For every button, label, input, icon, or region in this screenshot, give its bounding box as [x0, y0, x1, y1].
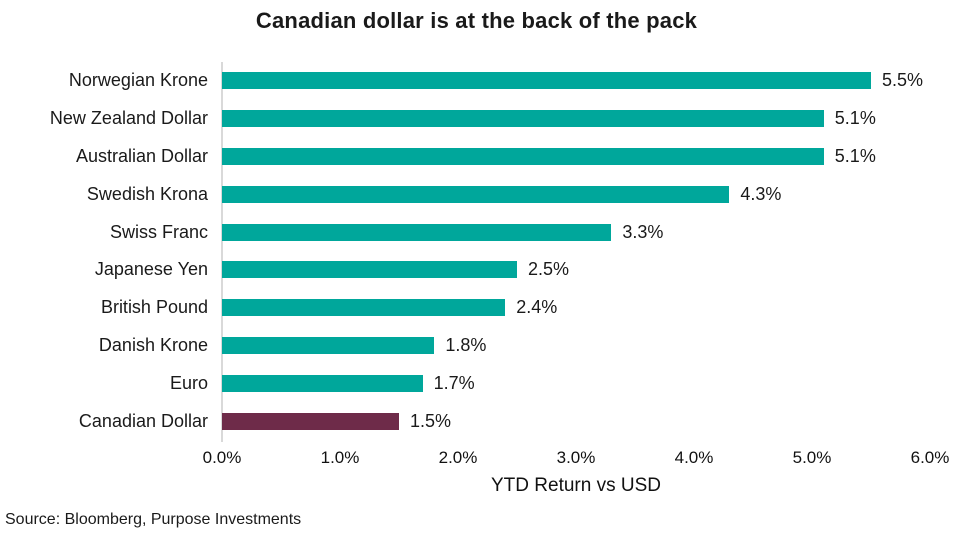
x-axis-label: YTD Return vs USD [491, 475, 661, 496]
bar-row: Norwegian Krone 5.5% [0, 62, 953, 100]
value-label: 3.3% [622, 221, 664, 242]
y-axis-line [221, 62, 223, 442]
bar-track: 1.5% [222, 402, 953, 440]
category-label: Australian Dollar [75, 145, 208, 166]
category-label: Japanese Yen [94, 259, 208, 280]
x-tick-label: 1.0% [320, 448, 360, 467]
bar-track: 4.3% [222, 175, 953, 213]
bar [222, 223, 612, 241]
bar-track: 3.3% [222, 213, 953, 251]
bar [222, 336, 435, 354]
category-label: Euro [169, 372, 208, 393]
bar-row: New Zealand Dollar 5.1% [0, 100, 953, 138]
bar-track: 1.7% [222, 364, 953, 402]
value-label: 5.5% [882, 70, 924, 91]
x-tick-label: 3.0% [556, 448, 596, 467]
bar-row: Swiss Franc 3.3% [0, 213, 953, 251]
bar [222, 412, 399, 430]
bar-track: 5.5% [222, 62, 953, 100]
bar-track: 2.5% [222, 251, 953, 289]
bar-row: British Pound 2.4% [0, 289, 953, 327]
x-tick-label: 2.0% [438, 448, 478, 467]
source-note: Source: Bloomberg, Purpose Investments [5, 511, 302, 528]
x-tick-label: 0.0% [202, 448, 242, 467]
bar-row: Australian Dollar 5.1% [0, 138, 953, 176]
bar-track: 1.8% [222, 327, 953, 365]
bar [222, 299, 506, 317]
value-label: 2.4% [516, 297, 558, 318]
category-label: Swiss Franc [109, 221, 208, 242]
value-label: 4.3% [740, 183, 782, 204]
value-label: 1.8% [445, 334, 487, 355]
category-label: Swedish Krona [86, 183, 208, 204]
bar [222, 110, 824, 128]
bar-rows-container: Norwegian Krone 5.5% New Zealand Dollar 5.1… [0, 62, 953, 440]
bar [222, 185, 730, 203]
category-label: British Pound [100, 297, 208, 318]
x-axis-ticks: 0.0% 1.0% 2.0% 3.0% 4.0% 5.0% 6.0% [0, 448, 953, 470]
x-tick-label: 6.0% [910, 448, 950, 467]
bar-row: Swedish Krona 4.3% [0, 175, 953, 213]
bar-track: 5.1% [222, 100, 953, 138]
x-tick-label: 5.0% [792, 448, 832, 467]
category-label: Norwegian Krone [68, 70, 208, 91]
value-label: 5.1% [834, 145, 876, 166]
bar [222, 261, 517, 279]
bar [222, 147, 824, 165]
category-label: Canadian Dollar [78, 410, 208, 431]
bar-row: Canadian Dollar 1.5% [0, 402, 953, 440]
category-label: New Zealand Dollar [49, 108, 208, 129]
x-tick-label: 4.0% [674, 448, 714, 467]
bar-track: 2.4% [222, 289, 953, 327]
value-label: 2.5% [528, 259, 570, 280]
chart-title: Canadian dollar is at the back of the pa… [255, 8, 698, 33]
value-label: 1.5% [410, 410, 452, 431]
bar-row: Euro 1.7% [0, 364, 953, 402]
category-label: Danish Krone [98, 334, 208, 355]
value-label: 1.7% [433, 372, 475, 393]
bar [222, 72, 871, 90]
bar-track: 5.1% [222, 138, 953, 176]
bar-row: Japanese Yen 2.5% [0, 251, 953, 289]
bar-row: Danish Krone 1.8% [0, 327, 953, 365]
bar [222, 374, 423, 392]
value-label: 5.1% [834, 108, 876, 129]
